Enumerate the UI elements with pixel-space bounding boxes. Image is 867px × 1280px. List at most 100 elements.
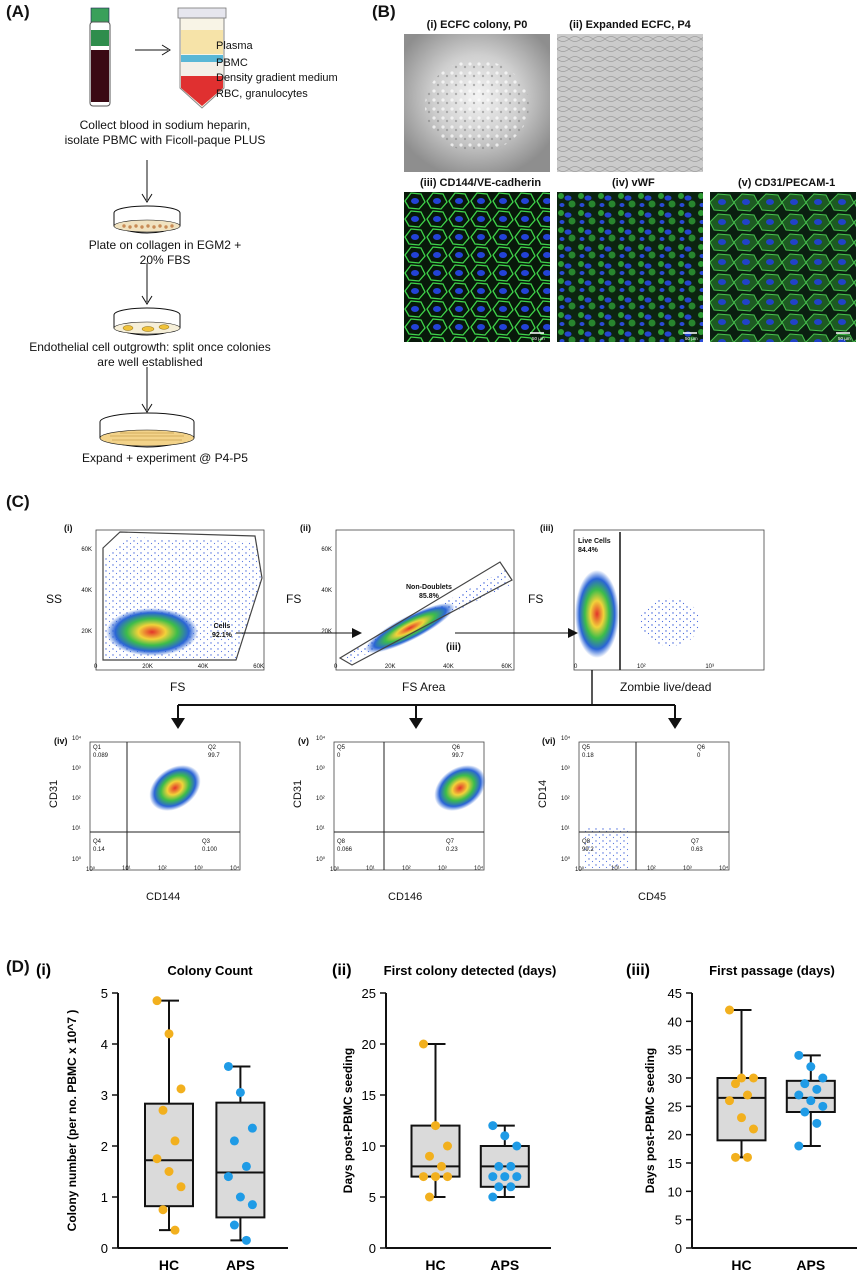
flow-plot-iv: [89, 741, 241, 871]
log-tick-x: 10³: [438, 866, 447, 872]
tick: 20K: [81, 629, 92, 635]
chart-roman: (i): [36, 962, 51, 979]
log-tick-x: 10⁰: [330, 867, 340, 873]
log-tick-y: 10²: [72, 796, 81, 802]
data-point: [223, 1061, 233, 1071]
y-tick-label: 10: [668, 1184, 682, 1199]
tick: 0: [94, 664, 98, 670]
y-tick-label: 25: [668, 1099, 682, 1114]
y-tick-label: 2: [101, 1139, 108, 1154]
panel-label-a: (A): [6, 2, 30, 21]
flow-plot-ii: [335, 529, 515, 671]
panel-label-c: (C): [6, 492, 30, 511]
log-tick-x: 10⁴: [474, 866, 484, 872]
box: [716, 1077, 767, 1142]
data-point: [419, 1172, 428, 1182]
step-2-caption: Plate on collagen in EGM2 + 20% FBS: [20, 238, 310, 268]
data-point: [806, 1062, 816, 1072]
data-point: [500, 1172, 510, 1182]
chart-title: First passage (days): [709, 963, 835, 978]
culture-dish-icon: [99, 412, 195, 448]
tick: 40K: [321, 588, 332, 594]
quadrant-label: Q7 0.63: [691, 839, 703, 853]
gate-value: 84.4%: [578, 547, 598, 554]
tick: 40K: [81, 588, 92, 594]
data-point: [176, 1084, 186, 1094]
quadrant-label: Q2 99.7: [208, 745, 220, 759]
y-tick-label: 0: [101, 1241, 108, 1256]
fluor-image-cd31: 50 µm: [710, 192, 856, 342]
data-point: [794, 1050, 804, 1060]
box: [144, 1102, 194, 1208]
data-point: [152, 1154, 162, 1164]
step-2-line-2: 20% FBS: [139, 253, 191, 267]
step-3-line-1: Endothelial cell outgrowth: split once c…: [29, 340, 271, 354]
x-category-label: APS: [796, 1257, 825, 1273]
box: [410, 1124, 461, 1178]
data-point: [506, 1161, 516, 1171]
data-point: [152, 996, 162, 1006]
data-point: [488, 1172, 498, 1182]
y-tick-label: 20: [668, 1128, 682, 1143]
log-tick-x: 10¹: [366, 866, 375, 872]
flow-ylabel-ii: FS: [286, 592, 302, 606]
flow-plot-i: [95, 529, 265, 671]
tube-label-pbmc: PBMC: [216, 57, 248, 69]
log-tick-y: 10⁴: [561, 736, 571, 742]
y-tick-label: 4: [101, 1037, 108, 1052]
y-tick-label: 20: [362, 1037, 376, 1052]
flow-plot-v: [333, 741, 486, 871]
data-point: [494, 1161, 504, 1171]
micro-title-1: (i) ECFC colony, P0: [426, 19, 528, 31]
data-point: [818, 1073, 828, 1083]
data-point: [431, 1172, 440, 1182]
data-point: [247, 1200, 257, 1210]
data-point: [806, 1096, 816, 1106]
tick: 60K: [321, 547, 332, 553]
y-tick-label: 40: [668, 1014, 682, 1029]
flow-roman-vi: (vi): [542, 736, 556, 746]
log-tick-x: 10³: [683, 866, 692, 872]
quadrant-label: Q6 99.7: [452, 745, 464, 759]
chart-roman: (ii): [332, 962, 352, 979]
data-point: [419, 1039, 428, 1049]
gate-sub-iii: (iii): [446, 642, 461, 653]
x-category-label: APS: [490, 1257, 519, 1273]
log-tick-x: 10³: [194, 866, 203, 872]
scale-bar-label: 50 µm: [685, 336, 698, 341]
data-point: [725, 1096, 734, 1106]
tick: 20K: [384, 664, 396, 670]
scale-bar-label: 50 µm: [838, 336, 851, 341]
step-1-caption: Collect blood in sodium heparin, isolate…: [20, 118, 310, 148]
log-tick-y: 10¹: [561, 826, 570, 832]
tick: 0: [334, 664, 338, 670]
micro-title-4: (iv) vWF: [612, 177, 655, 189]
log-tick-x: 10¹: [611, 866, 620, 872]
quadrant-label: Q1 0.089: [93, 745, 109, 759]
data-point: [158, 1205, 168, 1215]
data-point: [437, 1161, 446, 1171]
scale-bar-label: 50 µm: [532, 336, 545, 341]
data-point: [235, 1192, 245, 1202]
y-tick-label: 1: [101, 1190, 108, 1205]
data-point: [431, 1121, 440, 1131]
log-tick-x: 10²: [158, 866, 167, 872]
x-category-label: HC: [159, 1257, 179, 1273]
micro-title-5: (v) CD31/PECAM-1: [738, 177, 836, 189]
data-point: [731, 1079, 740, 1089]
tick: 20K: [321, 629, 332, 635]
flow-xticks-ii: 0 20K 40K 60K: [334, 664, 512, 670]
log-tick-x: 10⁴: [230, 866, 240, 872]
tick: 0: [574, 664, 578, 670]
step-4-line-1: Expand + experiment @ P4-P5: [82, 451, 248, 465]
micro-image-expanded-ecfc: [557, 34, 703, 172]
data-point: [247, 1123, 257, 1133]
data-point: [235, 1087, 245, 1097]
flow-cytometry-panel: [89, 529, 765, 871]
y-tick-label: 3: [101, 1088, 108, 1103]
y-tick-label: 35: [668, 1043, 682, 1058]
panel-a-diagram: [89, 7, 227, 448]
flow-yticks-ii: 60K 40K 20K: [314, 530, 332, 653]
data-point: [737, 1073, 746, 1083]
fluor-image-cd144: 50 µm: [404, 192, 550, 342]
